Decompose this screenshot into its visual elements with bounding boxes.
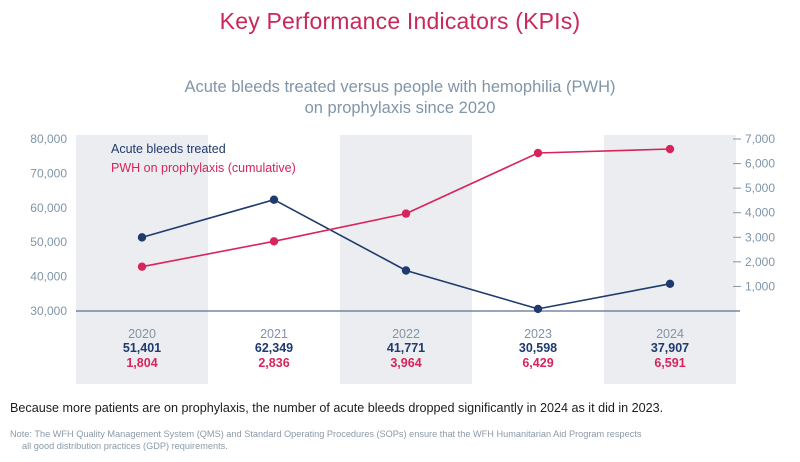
left-tick-label: 70,000: [30, 166, 67, 180]
right-tick-label: 6,000: [745, 157, 775, 171]
right-tick-label: 7,000: [745, 132, 775, 146]
chart-title-line-2: on prophylaxis since 2020: [304, 99, 496, 117]
kpi-line-chart: 80,000 70,000 60,000 50,000 40,000 30,000 7,0…: [30, 132, 775, 384]
data-point: [401, 266, 411, 275]
legend: Acute bleeds treated PWH on prophylaxis (…: [111, 142, 296, 175]
right-tick-label: 1,000: [745, 279, 775, 293]
left-tick-label: 80,000: [30, 132, 67, 146]
left-tick-label: 60,000: [30, 201, 67, 215]
data-point: [533, 304, 543, 314]
chart-title-line-1: Acute bleeds treated versus people with …: [184, 78, 616, 96]
acute-bleeds-value: 37,907: [651, 341, 689, 355]
page-title: Key Performance Indicators (KPIs): [219, 8, 581, 34]
right-tick-label: 4,000: [745, 206, 775, 220]
data-point: [533, 148, 543, 158]
acute-bleeds-value: 62,349: [255, 341, 293, 355]
legend-pwh-prophylaxis: PWH on prophylaxis (cumulative): [111, 161, 296, 175]
right-axis: 7,000 6,000 5,000 4,000 3,000 2,000 1,000: [733, 132, 775, 293]
pwh-prophylaxis-value: 6,591: [654, 356, 685, 370]
year-label: 2024: [656, 327, 684, 341]
column-band-2022: [340, 135, 472, 384]
column-band-2024: [604, 135, 736, 384]
year-label: 2023: [524, 327, 552, 341]
data-point: [269, 237, 279, 246]
caption: Because more patients are on prophylaxis…: [10, 401, 664, 415]
left-tick-label: 30,000: [30, 304, 67, 318]
chart-title: Acute bleeds treated versus people with …: [0, 77, 800, 119]
note-line-2: all good distribution practices (GDP) re…: [22, 441, 228, 451]
right-tick-label: 3,000: [745, 230, 775, 244]
data-point: [665, 279, 675, 288]
data-point: [269, 195, 279, 204]
right-tick-label: 5,000: [745, 181, 775, 195]
year-label: 2022: [392, 327, 420, 341]
pwh-prophylaxis-value: 6,429: [522, 356, 553, 370]
year-label: 2021: [260, 327, 288, 341]
year-label: 2020: [128, 327, 156, 341]
note-line-1: Note: The WFH Quality Management System …: [10, 429, 642, 439]
left-tick-label: 50,000: [30, 235, 67, 249]
left-axis: 80,000 70,000 60,000 50,000 40,000 30,000: [30, 132, 67, 318]
pwh-prophylaxis-value: 3,964: [390, 356, 421, 370]
acute-bleeds-value: 51,401: [123, 341, 161, 355]
data-point: [137, 262, 147, 271]
left-tick-label: 40,000: [30, 270, 67, 284]
pwh-prophylaxis-value: 2,836: [258, 356, 289, 370]
column-bands: [76, 135, 736, 384]
note: Note: The WFH Quality Management System …: [10, 428, 790, 452]
series-points: [137, 144, 675, 314]
data-point: [137, 233, 147, 242]
acute-bleeds-value: 41,771: [387, 341, 425, 355]
acute-bleeds-value: 30,598: [519, 341, 557, 355]
right-tick-label: 2,000: [745, 255, 775, 269]
legend-acute-bleeds: Acute bleeds treated: [111, 142, 226, 156]
data-point: [665, 144, 675, 154]
data-point: [401, 209, 411, 218]
column-band-2020: [76, 135, 208, 384]
pwh-prophylaxis-value: 1,804: [126, 356, 157, 370]
